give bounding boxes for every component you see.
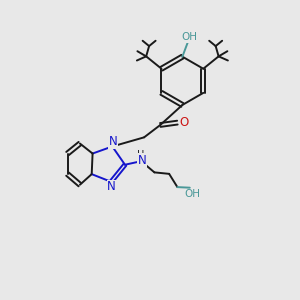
Text: N: N (137, 154, 146, 167)
Text: OH: OH (181, 32, 197, 42)
Text: H: H (137, 150, 144, 160)
Text: OH: OH (184, 189, 200, 199)
Text: N: N (109, 135, 117, 148)
Text: N: N (107, 180, 116, 193)
Text: O: O (179, 116, 188, 128)
